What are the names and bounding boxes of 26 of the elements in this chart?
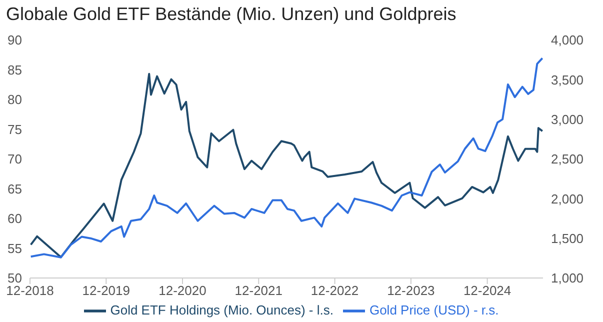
x-tick-label: 12-2023 [387,283,435,298]
y2-tick-label: 3,500 [551,72,584,88]
x-tick-label: 12-2022 [310,283,359,298]
y-tick-label: 65 [8,181,22,196]
y2-tick-label: 1,500 [551,230,584,246]
legend-label: Gold Price (USD) - r.s. [369,302,499,318]
chart-title: Globale Gold ETF Bestände (Mio. Unzen) und Goldpreis [6,4,456,25]
y-tick-label: 55 [8,240,22,256]
x-tick-label: 12-2018 [6,283,54,298]
y-tick-label: 60 [8,211,22,226]
y2-tick-label: 2,000 [551,191,584,206]
y2-tick-label: 4,000 [551,32,584,48]
y-tick-label: 70 [8,152,22,167]
y-tick-label: 75 [8,122,22,137]
y-tick-label: 90 [8,32,22,48]
y2-tick-label: 3,000 [551,112,584,127]
x-tick-label: 12-2021 [234,283,283,298]
y-tick-label: 80 [8,92,22,108]
y2-tick-label: 2,500 [551,152,584,167]
x-tick-label: 12-2019 [82,283,130,298]
x-tick-label: 12-2020 [158,283,206,298]
legend-label: Gold ETF Holdings (Mio. Ounces) - l.s. [110,302,334,318]
x-tick-label: 12-2024 [463,283,512,298]
y2-tick-label: 1,000 [551,270,584,286]
y-tick-label: 50 [8,270,22,286]
y-tick-label: 85 [8,62,22,78]
